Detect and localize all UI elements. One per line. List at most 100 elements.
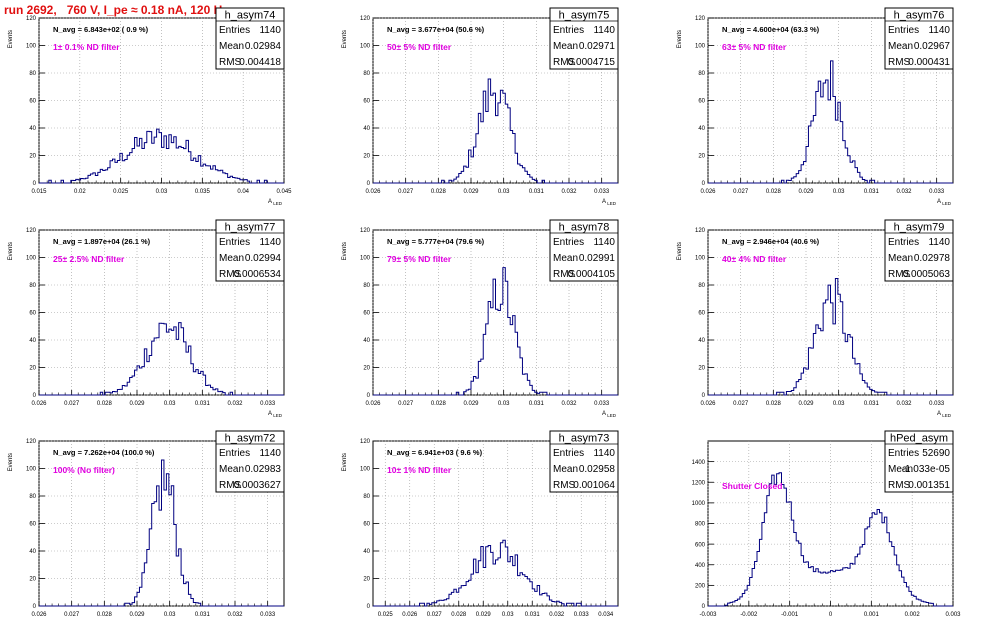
x-tick-label: 0.029	[463, 401, 479, 407]
filter-annotation: 79± 5% ND filter	[387, 254, 452, 264]
x-tick-label: 0.028	[431, 189, 447, 195]
x-tick-label: 0.028	[97, 401, 113, 407]
x-tick-label: 0.032	[561, 189, 577, 195]
stats-value: 0.0005063	[903, 269, 951, 280]
y-axis-title: Events	[342, 453, 348, 471]
y-tick-label: 120	[26, 228, 37, 234]
filter-annotation: 25± 2.5% ND filter	[53, 254, 125, 264]
y-tick-label: 80	[363, 71, 370, 77]
x-tick-label: 0.034	[598, 612, 614, 618]
x-tick-label: 0.03	[164, 612, 176, 618]
x-tick-label: 0.026	[365, 189, 381, 195]
stats-box	[215, 430, 285, 493]
x-tick-label: 0.027	[733, 189, 749, 195]
stats-key: RMS	[219, 57, 242, 68]
histogram-name: h_asym78	[559, 222, 610, 234]
x-tick-label: 0.045	[276, 189, 292, 195]
y-tick-label: 20	[363, 577, 370, 583]
y-tick-label: 60	[29, 311, 36, 317]
histogram-panel-hPed_asym: -0.003 -0.002 -0.001 0 0.001 0.002 0.003 0 200 40…	[692, 430, 961, 618]
histogram-series-h_asym76	[708, 60, 953, 184]
y-tick-label: 20	[29, 366, 36, 372]
stats-value: 0.02967	[914, 41, 951, 52]
stats-key: RMS	[888, 57, 911, 68]
x-axis-title: A LED	[602, 411, 617, 418]
y-tick-label: 100	[26, 256, 37, 262]
stats-key: Mean	[219, 464, 244, 475]
y-tick-label: 80	[29, 283, 36, 289]
x-tick-label: 0.001	[864, 612, 880, 618]
stats-value: 0.0006534	[234, 269, 282, 280]
y-tick-label: 100	[360, 467, 371, 473]
x-tick-label: 0.03	[498, 401, 510, 407]
x-tick-label: 0.032	[549, 612, 565, 618]
histogram-series-h_asym72	[39, 459, 284, 607]
y-tick-label: 120	[360, 16, 371, 22]
stats-key: Entries	[553, 25, 584, 36]
y-tick-label: 0	[702, 181, 706, 187]
y-tick-label: 100	[360, 256, 371, 262]
stats-box	[549, 430, 619, 493]
x-tick-label: 0.029	[129, 612, 145, 618]
stats-key: Entries	[553, 237, 584, 248]
filter-annotation: 100% (No filter)	[53, 465, 115, 475]
y-tick-label: 20	[698, 154, 705, 160]
x-tick-label: 0.04	[237, 189, 249, 195]
x-tick-label: 0.026	[31, 401, 47, 407]
stats-key: RMS	[219, 480, 242, 491]
filter-annotation: Shutter Closed	[722, 481, 782, 491]
stats-value: 0.0004105	[568, 269, 616, 280]
x-tick-label: 0.028	[431, 401, 447, 407]
stats-key: RMS	[219, 269, 242, 280]
histogram-name: h_asym75	[559, 10, 610, 22]
y-tick-label: 20	[363, 366, 370, 372]
y-tick-label: 120	[360, 228, 371, 234]
y-tick-label: 20	[29, 577, 36, 583]
y-tick-label: 0	[702, 604, 706, 610]
y-tick-label: 60	[363, 311, 370, 317]
navg-label: N_avg = 2.946e+04 (40.6 %)	[722, 237, 820, 246]
x-tick-label: 0.015	[31, 189, 47, 195]
y-tick-label: 60	[363, 99, 370, 105]
navg-label: N_avg = 1.897e+04 (26.1 %)	[53, 237, 151, 246]
x-tick-label: 0.032	[896, 401, 912, 407]
y-tick-label: 40	[363, 338, 370, 344]
x-tick-label: 0.025	[378, 612, 394, 618]
histogram-panel-h_asym74: 0.015 0.02 0.025 0.03 0.035 0.04 0.045 0 20 40 60 8…	[8, 7, 292, 206]
stats-value: 1140	[593, 448, 615, 459]
filter-annotation: 63± 5% ND filter	[722, 42, 787, 52]
x-tick-label: 0.026	[365, 401, 381, 407]
y-tick-label: 600	[695, 542, 706, 548]
histogram-series-h_asym79	[708, 278, 953, 396]
x-tick-label: 0.029	[463, 189, 479, 195]
stats-key: Mean	[553, 464, 578, 475]
x-tick-label: 0.026	[402, 612, 418, 618]
stats-value: 1140	[593, 25, 615, 36]
stats-value: 1140	[593, 237, 615, 248]
histogram-panel-h_asym79: 0.026 0.027 0.028 0.029 0.03 0.031 0.032 0.033 0…	[677, 219, 954, 418]
y-tick-label: 80	[363, 494, 370, 500]
x-tick-label: 0.027	[64, 401, 80, 407]
stats-key: Entries	[219, 237, 250, 248]
x-tick-label: 0.032	[896, 189, 912, 195]
stats-value: -1.033e-05	[902, 464, 951, 475]
x-tick-label: 0.03	[502, 612, 514, 618]
x-tick-label: 0.002	[905, 612, 921, 618]
y-tick-label: 100	[26, 467, 37, 473]
stats-key: Mean	[888, 253, 913, 264]
x-tick-label: 0.032	[227, 401, 243, 407]
y-tick-label: 100	[360, 44, 371, 50]
histogram-name: h_asym72	[225, 433, 276, 445]
x-tick-label: 0.003	[945, 612, 961, 618]
filter-annotation: 10± 1% ND filter	[387, 465, 452, 475]
x-tick-label: 0.028	[97, 612, 113, 618]
stats-value: 1140	[928, 237, 950, 248]
y-tick-label: 0	[33, 181, 37, 187]
filter-annotation: 50± 5% ND filter	[387, 42, 452, 52]
x-tick-label: 0.032	[227, 612, 243, 618]
stats-key: Entries	[219, 448, 250, 459]
y-tick-label: 100	[695, 44, 706, 50]
histogram-name: h_asym76	[894, 10, 945, 22]
x-tick-label: 0.029	[798, 401, 814, 407]
stats-value: 1140	[259, 25, 281, 36]
